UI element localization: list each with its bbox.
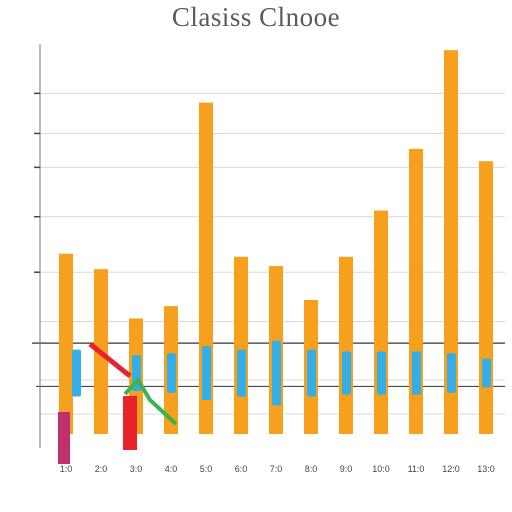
bar-blue [447,353,456,393]
x-tick-label: 12:0 [442,464,460,474]
bar-blue [272,340,281,406]
bar-orange [339,256,353,434]
x-tick-label: 5:0 [200,464,213,474]
bar-blue [412,351,421,395]
x-tick-label: 2:0 [95,464,108,474]
bar-red [123,396,137,450]
chart-title: Clasiss Clnooe [171,2,341,32]
x-tick-label: 7:0 [270,464,283,474]
x-tick-label: 13:0 [477,464,495,474]
bar-blue [72,349,81,397]
bar-blue [482,358,491,388]
bar-blue [237,349,246,397]
x-tick-label: 9:0 [340,464,353,474]
bar-orange [234,256,248,434]
x-tick-label: 11:0 [408,464,425,474]
bar-blue [167,353,176,393]
bar-blue [377,351,386,395]
bar-orange [444,50,458,434]
x-tick-label: 3:0 [130,464,143,474]
bar-orange [59,253,73,434]
bar-magenta [58,412,70,464]
bar-orange [479,161,493,434]
line-green [123,376,178,426]
x-tick-label: 4:0 [165,464,178,474]
line-red [88,342,132,378]
x-tick-label: 8:0 [305,464,318,474]
x-tick-label: 1:0 [60,464,73,474]
bar-blue [202,346,211,401]
bar-blue [307,349,316,397]
bar-orange [374,210,388,434]
x-tick-label: 6:0 [235,464,248,474]
bar-blue [342,351,351,395]
x-tick-label: 10:0 [372,464,390,474]
